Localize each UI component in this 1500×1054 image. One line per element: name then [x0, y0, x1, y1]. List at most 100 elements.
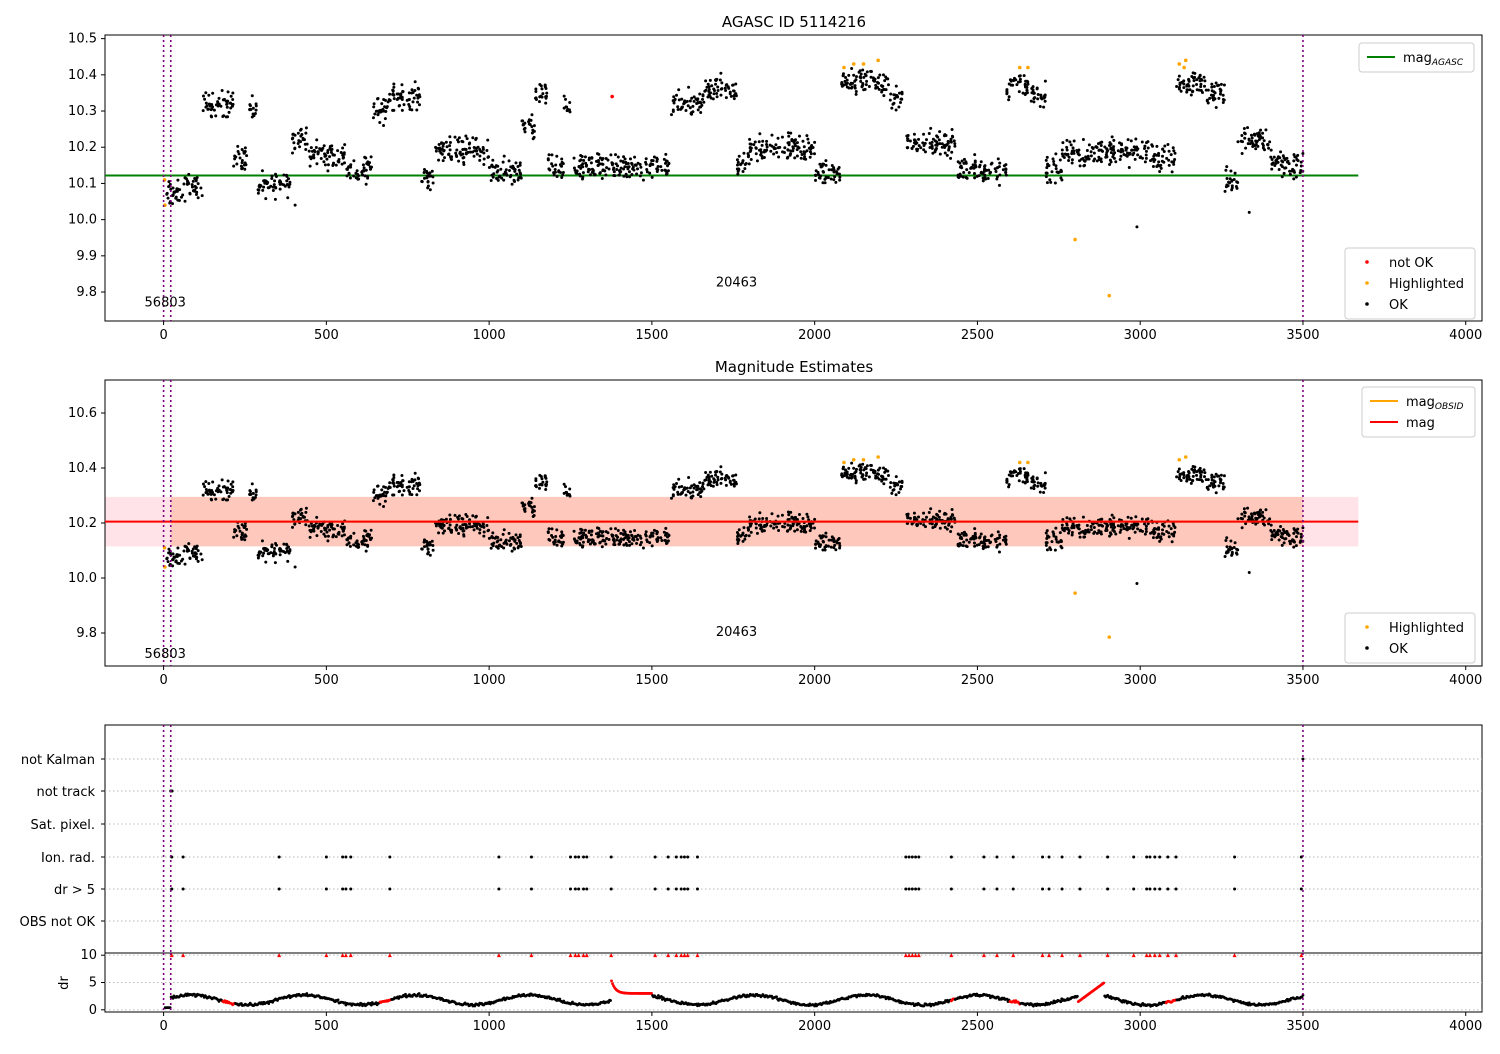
ok-point — [523, 122, 526, 125]
ok-point — [1134, 515, 1137, 518]
ok-point — [1044, 487, 1047, 490]
ok-point — [480, 525, 483, 528]
ok-point — [892, 93, 895, 96]
ok-point — [1283, 156, 1286, 159]
ok-point — [1045, 166, 1048, 169]
flag-point — [917, 888, 920, 891]
flag-point — [582, 888, 585, 891]
ok-point — [202, 109, 205, 112]
x-tick-label: 4000 — [1449, 328, 1482, 343]
ok-point — [895, 475, 898, 478]
ok-point — [1046, 529, 1049, 532]
ok-point — [872, 76, 875, 79]
ok-point — [226, 100, 229, 103]
ok-point — [799, 150, 802, 153]
ok-point — [922, 512, 925, 515]
ok-point — [478, 528, 481, 531]
ok-point — [503, 528, 506, 531]
ok-point — [1135, 582, 1138, 585]
ok-point — [456, 516, 459, 519]
ok-point — [895, 108, 898, 111]
ok-point — [796, 155, 799, 158]
ok-point — [1172, 163, 1175, 166]
ok-point — [1072, 146, 1075, 149]
ok-point — [1011, 84, 1014, 87]
ok-point — [809, 156, 812, 159]
ok-point — [929, 127, 932, 130]
ok-point — [736, 158, 739, 161]
ok-point — [1119, 531, 1122, 534]
ok-point — [1049, 181, 1052, 184]
ok-point — [1225, 536, 1228, 539]
ok-point — [974, 532, 977, 535]
ok-point — [199, 186, 202, 189]
flag-point — [1166, 888, 1169, 891]
ok-point — [322, 160, 325, 163]
ok-point — [343, 533, 346, 536]
x-tick-label: 3500 — [1286, 673, 1319, 688]
ok-point — [300, 508, 303, 511]
ok-point — [1042, 97, 1045, 100]
ok-point — [285, 543, 288, 546]
ok-point — [459, 151, 462, 154]
ok-point — [748, 138, 751, 141]
ok-point — [311, 150, 314, 153]
ok-point — [449, 155, 452, 158]
ok-point — [1224, 539, 1227, 542]
flag-point — [344, 888, 347, 891]
ok-point — [302, 515, 305, 518]
ok-point — [601, 545, 604, 548]
ok-point — [261, 539, 264, 542]
ok-point — [783, 151, 786, 154]
ok-point — [873, 80, 876, 83]
ok-point — [914, 140, 917, 143]
ok-point — [563, 107, 566, 110]
ok-point — [925, 516, 928, 519]
ok-point — [1042, 491, 1045, 494]
ok-point — [1071, 162, 1074, 165]
ok-point — [656, 531, 659, 534]
ok-point — [1203, 85, 1206, 88]
ok-point — [618, 539, 621, 542]
highlighted-point — [852, 62, 856, 66]
ok-point — [1018, 479, 1021, 482]
ok-point — [666, 536, 669, 539]
ok-point — [299, 140, 302, 143]
ok-point — [947, 140, 950, 143]
ok-point — [434, 146, 437, 149]
flag-point — [654, 888, 657, 891]
flag-point — [1175, 856, 1178, 859]
ok-point — [660, 169, 663, 172]
ok-point — [282, 173, 285, 176]
ok-point — [800, 530, 803, 533]
ok-point — [1261, 132, 1264, 135]
ok-point — [382, 124, 385, 127]
ok-point — [1090, 150, 1093, 153]
ok-point — [589, 173, 592, 176]
ok-point — [1243, 127, 1246, 130]
ok-point — [401, 109, 404, 112]
ok-point — [326, 151, 329, 154]
ok-point — [1061, 518, 1064, 521]
ok-point — [1118, 141, 1121, 144]
ok-point — [514, 161, 517, 164]
ok-point — [1082, 138, 1085, 141]
ok-point — [1272, 533, 1275, 536]
ok-point — [1141, 518, 1144, 521]
ok-point — [704, 471, 707, 474]
ok-point — [599, 171, 602, 174]
ok-point — [1240, 134, 1243, 137]
ok-point — [178, 188, 181, 191]
ok-point — [601, 177, 604, 180]
ok-point — [578, 173, 581, 176]
ok-point — [1186, 478, 1189, 481]
ok-point — [1236, 140, 1239, 143]
ok-point — [1126, 155, 1129, 158]
ok-point — [830, 168, 833, 171]
ok-point — [449, 148, 452, 151]
ok-point — [868, 475, 871, 478]
ok-point — [252, 492, 255, 495]
flag-point — [1132, 856, 1135, 859]
ok-point — [454, 514, 457, 517]
ok-point — [990, 534, 993, 537]
